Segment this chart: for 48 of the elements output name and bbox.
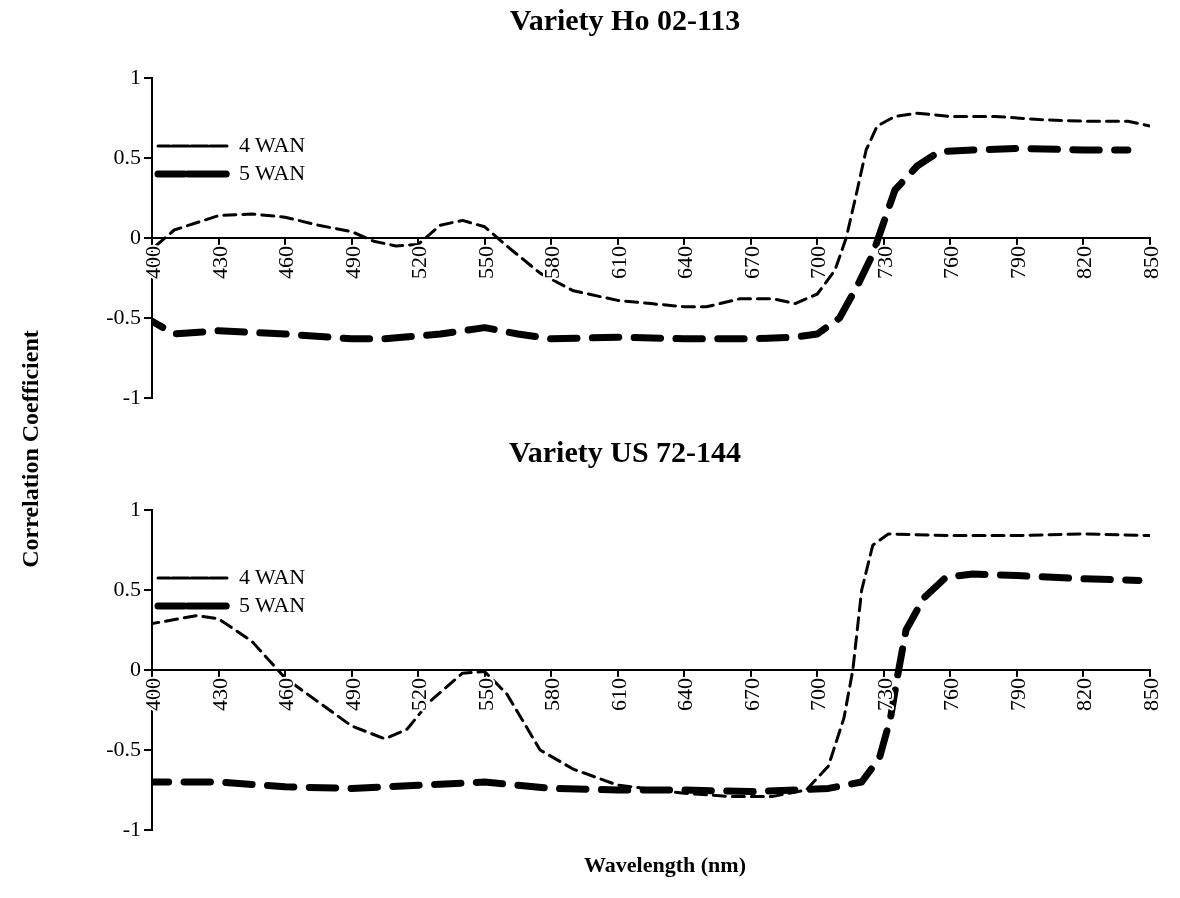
x-tick-label: 430 <box>206 678 232 711</box>
x-tick-label: 700 <box>805 678 831 711</box>
y-axis-title: Correlation Coefficient <box>16 330 44 568</box>
x-tick-label: 730 <box>871 246 897 279</box>
y-tick-label: -1 <box>122 815 141 841</box>
x-tick-label: 820 <box>1071 678 1097 711</box>
x-tick-label: 760 <box>938 678 964 711</box>
x-tick-label: 790 <box>1004 246 1030 279</box>
x-tick-label: 490 <box>339 246 365 279</box>
legend-label: 4 WAN <box>239 563 306 589</box>
y-tick-label: 0.5 <box>113 575 141 601</box>
y-tick-label: -0.5 <box>106 735 141 761</box>
y-tick-label: -1 <box>122 383 141 409</box>
x-tick-label: 460 <box>273 246 299 279</box>
x-axis-title: Wavelength (nm) <box>583 852 747 878</box>
y-tick-label: 0 <box>130 223 141 249</box>
legend-label: 4 WAN <box>239 131 306 157</box>
x-tick-label: 550 <box>472 678 498 711</box>
y-tick-label: 0.5 <box>113 143 141 169</box>
x-tick-label: 670 <box>738 678 764 711</box>
chart-title: Variety Ho 02-113 <box>509 2 741 36</box>
x-tick-label: 550 <box>472 246 498 279</box>
x-tick-label: 820 <box>1071 246 1097 279</box>
x-tick-label: 460 <box>273 678 299 711</box>
x-tick-label: 700 <box>805 246 831 279</box>
x-tick-label: 520 <box>406 246 432 279</box>
x-tick-label: 520 <box>406 678 432 711</box>
x-tick-label: 640 <box>672 246 698 279</box>
x-tick-label: 850 <box>1138 246 1163 279</box>
x-tick-label: 610 <box>605 678 631 711</box>
legend-label: 5 WAN <box>239 591 306 617</box>
x-tick-label: 640 <box>672 678 698 711</box>
x-tick-label: 760 <box>938 246 964 279</box>
y-tick-label: 1 <box>130 495 141 521</box>
x-tick-label: 580 <box>539 246 565 279</box>
x-tick-label: 850 <box>1138 678 1163 711</box>
x-tick-label: 670 <box>738 246 764 279</box>
y-tick-label: 0 <box>130 655 141 681</box>
legend-label: 5 WAN <box>239 159 306 185</box>
x-tick-label: 790 <box>1004 678 1030 711</box>
chart-title: Variety US 72-144 <box>508 434 742 468</box>
x-tick-label: 430 <box>206 246 232 279</box>
x-tick-label: 490 <box>339 678 365 711</box>
x-tick-label: 730 <box>871 678 897 711</box>
y-tick-label: -0.5 <box>106 303 141 329</box>
y-tick-label: 1 <box>130 63 141 89</box>
x-tick-label: 610 <box>605 246 631 279</box>
x-tick-label: 580 <box>539 678 565 711</box>
